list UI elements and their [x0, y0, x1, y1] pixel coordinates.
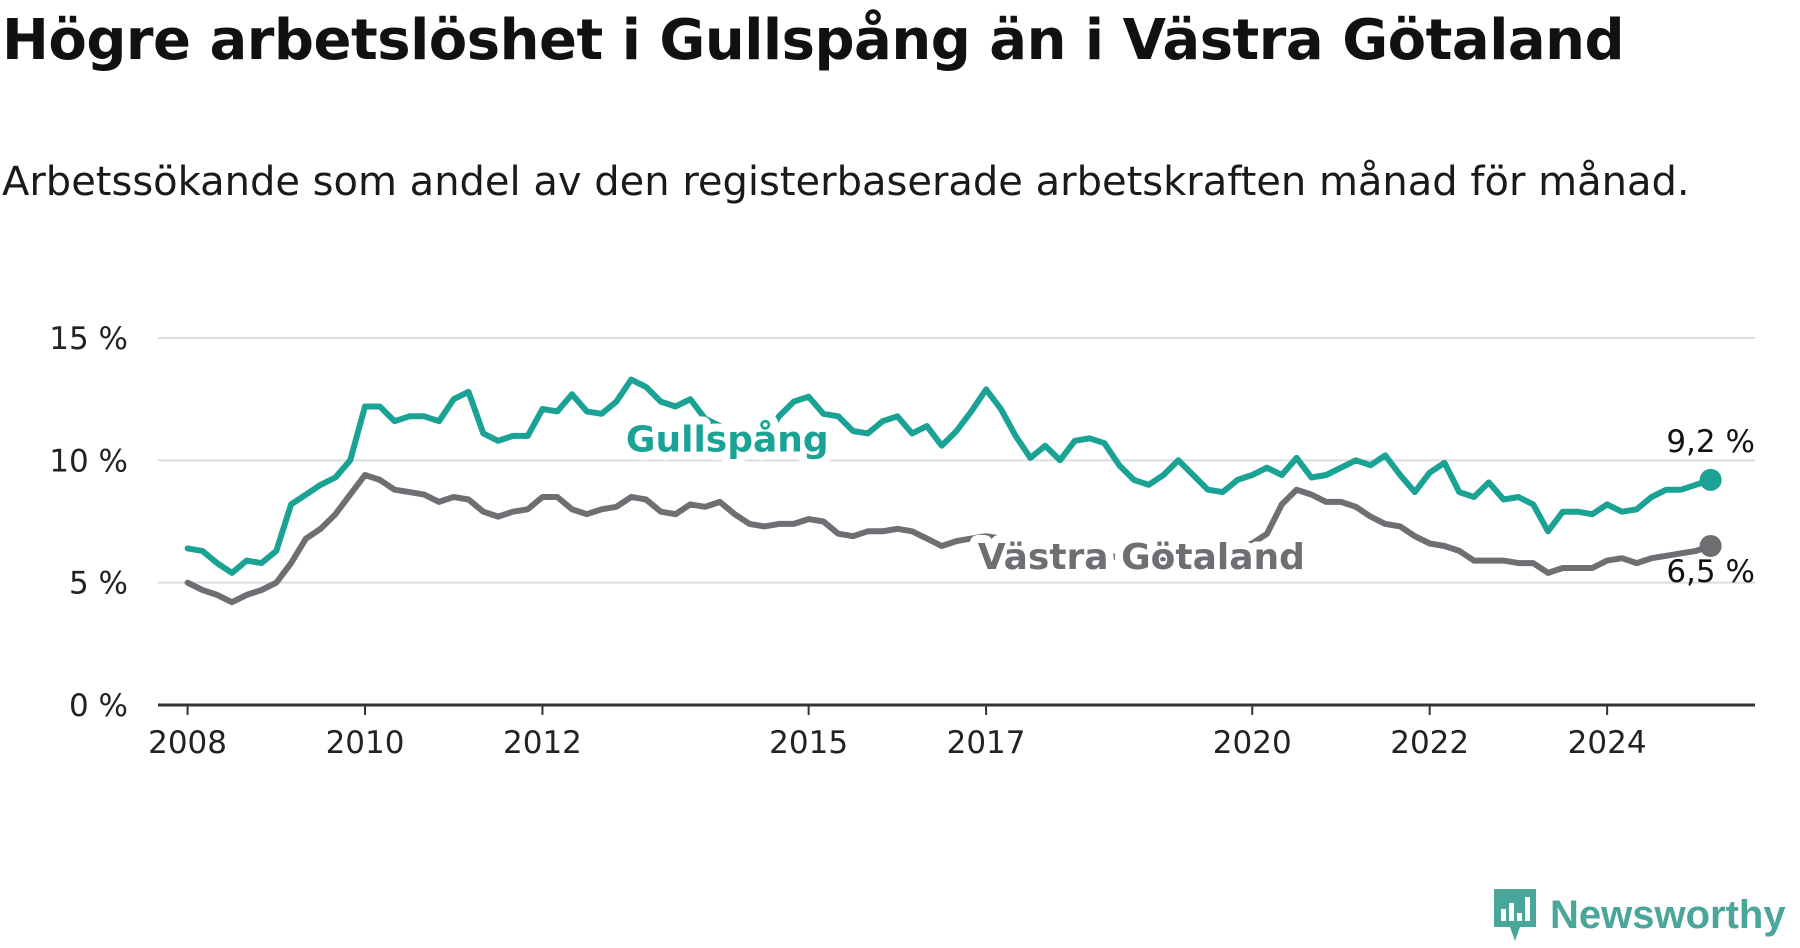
- y-tick-label: 15 %: [49, 321, 128, 357]
- x-tick-label: 2010: [326, 725, 405, 761]
- series-name-label: Västra Götaland: [978, 537, 1305, 578]
- x-tick-label: 2012: [503, 725, 582, 761]
- x-tick-label: 2024: [1568, 725, 1647, 761]
- series-line-v-stra-g-taland: [184, 472, 1714, 606]
- series-lines: [184, 376, 1722, 606]
- x-tick-label: 2008: [148, 725, 227, 761]
- y-axis-ticks: 0 % 5 % 10 % 15 %: [49, 321, 128, 724]
- end-point-gullsp-ng: [1699, 468, 1722, 491]
- series-line-gullsp-ng: [184, 376, 1714, 576]
- chart-title: Högre arbetslöshet i Gullspång än i Väst…: [2, 8, 1625, 73]
- x-tick-label: 2015: [769, 725, 848, 761]
- y-tick-label: 10 %: [49, 443, 128, 479]
- series-name-label: Gullspång: [626, 419, 829, 460]
- end-value-label: 6,5 %: [1666, 554, 1755, 590]
- x-tick-label: 2020: [1213, 725, 1292, 761]
- gridlines: [158, 337, 1755, 584]
- series-labels: 9,2 % Gullspång 6,5 % Västra Götaland: [618, 411, 1755, 590]
- brand-name: Newsworthy: [1550, 892, 1786, 937]
- end-point-v-stra-g-taland: [1699, 534, 1722, 557]
- newsworthy-logo-icon: [1494, 889, 1536, 941]
- y-tick-label: 5 %: [69, 566, 128, 602]
- chart-subtitle: Arbetssökande som andel av den registerb…: [2, 159, 1690, 205]
- x-axis-ticks: 2008 2010 2012 2015 2017 2020 2022 2024: [148, 705, 1647, 761]
- x-tick-label: 2022: [1390, 725, 1469, 761]
- newsworthy-logo: Newsworthy: [1490, 888, 1786, 942]
- y-tick-label: 0 %: [69, 688, 128, 724]
- end-value-label: 9,2 %: [1666, 424, 1755, 460]
- x-tick-label: 2017: [947, 725, 1026, 761]
